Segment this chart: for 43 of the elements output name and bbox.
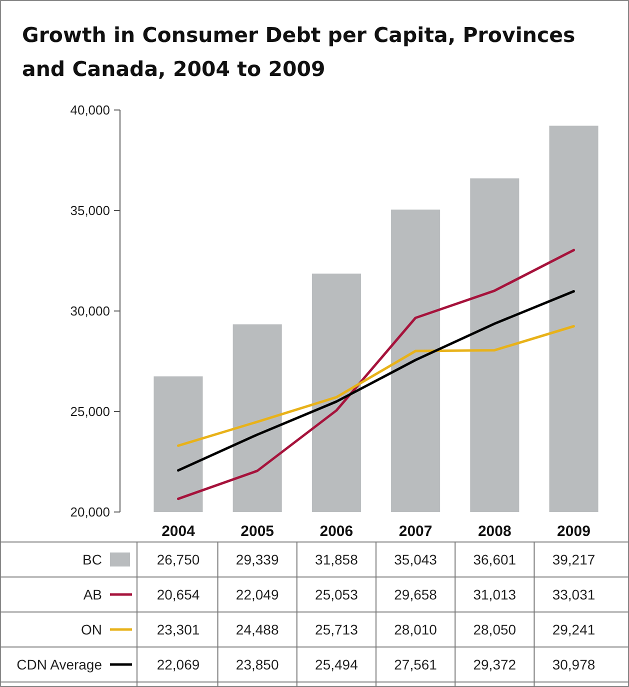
data-label: 29,658: [394, 586, 438, 602]
data-label: 25,494: [315, 656, 358, 672]
data-label: 24,488: [236, 621, 279, 638]
data-label: 25,053: [315, 586, 358, 602]
x-tick-label: 2004: [162, 523, 196, 540]
data-label: 28,010: [394, 621, 438, 638]
legend-label: AB: [83, 586, 102, 602]
line-series: [177, 248, 575, 500]
data-label: 33,031: [552, 586, 596, 602]
data-label: 31,858: [315, 551, 358, 568]
legend-label: CDN Average: [16, 656, 102, 672]
data-label: 29,372: [473, 656, 516, 672]
data-label: 29,339: [236, 551, 279, 568]
x-tick-label: 2006: [320, 523, 354, 540]
data-label: 30,978: [552, 656, 596, 672]
x-tick-label: 2005: [240, 523, 274, 540]
legend-label: ON: [81, 621, 102, 638]
data-label: 23,850: [236, 656, 279, 672]
data-label: 28,050: [473, 621, 516, 638]
data-label: 36,601: [473, 551, 516, 568]
data-label: 29,241: [552, 621, 596, 638]
line-series: [177, 290, 575, 472]
data-label: 31,013: [473, 586, 516, 602]
legend-label: BC: [82, 551, 102, 568]
y-tick-label: 40,000: [70, 102, 110, 118]
data-label: 22,049: [236, 586, 279, 602]
y-tick-label: 30,000: [70, 304, 110, 319]
data-label: 25,713: [315, 621, 358, 638]
data-label: 39,217: [552, 551, 596, 568]
y-tick-label: 20,000: [70, 504, 110, 520]
y-tick-label: 25,000: [70, 404, 110, 420]
line-series: [177, 325, 575, 447]
x-tick-label: 2008: [478, 523, 512, 540]
x-tick-label: 2009: [557, 523, 590, 540]
data-label: 22,069: [156, 656, 200, 672]
data-label: 26,750: [156, 551, 200, 568]
data-label: 20,654: [156, 586, 200, 602]
chart-title: Growth in Consumer Debt per Capita, Provinces and Canada, 2004 to 2009: [22, 23, 576, 81]
data-label: 27,561: [394, 656, 438, 672]
x-tick-label: 2007: [398, 523, 432, 540]
y-tick-label: 35,000: [70, 203, 110, 218]
data-label: 35,043: [394, 551, 438, 568]
data-label: 23,301: [156, 621, 200, 638]
